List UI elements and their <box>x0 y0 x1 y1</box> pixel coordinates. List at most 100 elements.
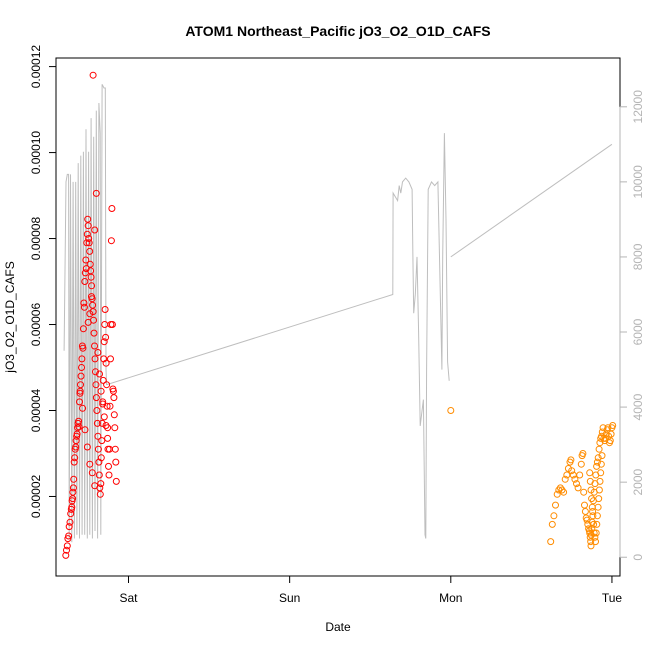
data-point-series-2 <box>589 508 597 515</box>
data-point-series-1 <box>84 215 92 223</box>
data-point-series-1 <box>92 189 100 197</box>
data-point-series-1 <box>81 426 89 434</box>
data-point-series-1 <box>86 310 94 318</box>
data-point-series-1 <box>77 381 84 389</box>
data-point-series-2 <box>597 460 605 468</box>
data-point-series-1 <box>69 484 77 492</box>
data-point-series-1 <box>86 247 94 255</box>
data-point-series-1 <box>108 205 116 212</box>
data-point-series-1 <box>98 437 106 445</box>
data-point-series-2 <box>581 501 588 509</box>
data-point-series-2 <box>599 424 607 432</box>
data-point-series-2 <box>571 475 579 483</box>
data-point-series-2 <box>598 452 606 460</box>
data-point-series-1 <box>94 432 102 440</box>
data-point-series-1 <box>103 381 111 389</box>
altitude-line-layer <box>63 84 613 543</box>
y-tick-label: 0.00008 <box>29 217 43 261</box>
data-point-series-1 <box>102 333 110 341</box>
altitude-line <box>63 84 450 543</box>
data-point-series-1 <box>107 355 114 363</box>
data-point-series-1 <box>101 306 109 313</box>
data-point-series-1 <box>74 424 82 432</box>
data-point-series-1 <box>75 423 83 431</box>
data-point-series-1 <box>65 532 73 540</box>
data-point-series-1 <box>91 342 98 350</box>
data-point-series-1 <box>92 381 100 389</box>
data-point-series-2 <box>552 501 559 509</box>
data-point-series-1 <box>111 424 119 432</box>
data-point-series-1 <box>84 222 92 230</box>
data-point-series-1 <box>78 355 86 363</box>
data-point-series-1 <box>72 437 80 445</box>
y2-tick-label: 4000 <box>631 393 645 420</box>
x-tick-label: Sun <box>279 591 300 605</box>
data-point-series-2 <box>590 520 598 528</box>
data-point-series-1 <box>107 237 115 245</box>
data-point-series-2 <box>588 503 596 511</box>
data-point-series-1 <box>91 226 99 234</box>
data-point-series-2 <box>597 469 605 477</box>
data-point-series-1 <box>66 518 74 526</box>
data-point-series-2 <box>596 477 604 485</box>
data-point-series-2 <box>587 542 595 550</box>
data-point-series-2 <box>586 477 594 485</box>
y2-tick-label: 6000 <box>631 318 645 345</box>
data-point-series-1 <box>62 551 70 559</box>
data-point-series-2 <box>593 520 601 528</box>
data-point-series-1 <box>83 239 91 247</box>
y-tick-label: 0.00010 <box>29 131 43 175</box>
data-point-series-2 <box>574 484 582 492</box>
data-point-series-2 <box>594 454 602 462</box>
data-point-series-2 <box>586 469 594 477</box>
data-point-series-2 <box>553 490 561 498</box>
data-point-series-2 <box>595 445 603 453</box>
x-tick-label: Sat <box>120 591 139 605</box>
data-point-series-1 <box>63 546 70 554</box>
data-point-series-2 <box>579 450 587 457</box>
data-point-series-2 <box>580 488 588 496</box>
data-point-series-1 <box>67 510 75 518</box>
data-point-series-1 <box>79 344 87 352</box>
data-point-series-1 <box>102 359 110 367</box>
data-point-series-1 <box>84 318 92 326</box>
data-point-series-2 <box>589 512 597 520</box>
data-point-series-1 <box>87 273 95 281</box>
x-tick-label: Mon <box>439 591 462 605</box>
data-point-series-2 <box>590 529 598 537</box>
data-point-series-2 <box>588 495 596 503</box>
data-point-series-1 <box>80 303 88 311</box>
data-point-series-2 <box>593 458 601 466</box>
data-point-series-1 <box>88 282 96 290</box>
data-point-series-1 <box>82 256 90 264</box>
data-point-series-1 <box>98 419 106 427</box>
data-point-series-2 <box>595 486 603 494</box>
data-point-series-1 <box>104 424 112 432</box>
data-point-series-1 <box>100 413 108 421</box>
y-axis-label: jO3_O2_O1D_CAFS <box>3 261 17 373</box>
y-tick-label: 0.00012 <box>29 45 43 89</box>
data-point-series-2 <box>577 460 585 468</box>
points-layer <box>62 71 617 559</box>
y2-tick-label: 8000 <box>631 243 645 270</box>
y2-tick-label: 0 <box>631 554 645 561</box>
data-point-series-1 <box>82 265 90 273</box>
data-point-series-2 <box>550 512 558 520</box>
data-point-series-1 <box>112 458 120 466</box>
data-point-series-2 <box>595 495 603 503</box>
x-axis-label: Date <box>325 620 351 634</box>
y2-tick-label: 10000 <box>631 165 645 199</box>
data-point-series-1 <box>92 394 100 402</box>
data-point-series-1 <box>90 329 98 337</box>
data-point-series-1 <box>92 368 99 376</box>
data-point-series-1 <box>104 434 112 442</box>
x-tick-label: Tue <box>602 591 623 605</box>
data-point-series-1 <box>97 387 105 395</box>
data-point-series-1 <box>76 398 83 406</box>
data-point-series-1 <box>89 71 97 79</box>
data-point-series-1 <box>76 387 84 395</box>
data-point-series-2 <box>560 488 568 496</box>
data-point-series-1 <box>94 349 102 356</box>
